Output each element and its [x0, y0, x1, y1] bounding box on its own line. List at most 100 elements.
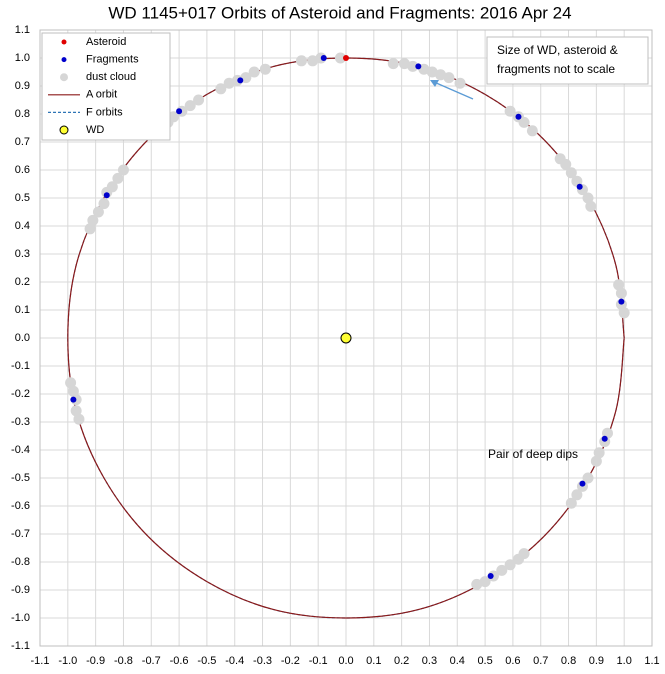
point [237, 77, 244, 84]
note-line: fragments not to scale [497, 62, 615, 76]
point [590, 455, 602, 467]
point [479, 576, 491, 588]
y-tick-label: 0.6 [15, 164, 30, 176]
y-tick-label: -0.2 [11, 388, 30, 400]
x-tick-label: -0.2 [281, 655, 300, 667]
point [512, 553, 524, 565]
point [67, 385, 79, 397]
plot-border [39, 29, 653, 647]
y-tick-label: 0.8 [15, 108, 30, 120]
point [340, 332, 352, 344]
y-tick-label: 0.9 [15, 80, 30, 92]
y-tick-label: 0.1 [15, 304, 30, 316]
point [554, 153, 566, 165]
point [496, 564, 508, 576]
point [65, 377, 77, 389]
point [259, 63, 271, 75]
x-tick-label: 1.0 [617, 655, 632, 667]
point [98, 198, 110, 210]
legend-swatch [59, 125, 69, 135]
point [565, 497, 577, 509]
x-tick-label: 0.8 [561, 655, 576, 667]
x-tick-label: 0.3 [422, 655, 437, 667]
point [320, 55, 327, 61]
annotation: Pair of deep dips [488, 447, 578, 461]
x-tick-label: 1.1 [644, 655, 659, 667]
point [87, 214, 99, 226]
x-tick-label: -0.9 [86, 655, 105, 667]
point [176, 108, 183, 115]
point [223, 77, 235, 89]
point [454, 77, 466, 89]
point [585, 200, 597, 212]
legend-label: Asteroid [86, 36, 126, 48]
x-tick-label: 0.5 [477, 655, 492, 667]
point [73, 413, 85, 425]
x-tick-label: 0.0 [338, 655, 353, 667]
legend-label: dust cloud [86, 71, 136, 83]
point [601, 435, 608, 442]
arrow [433, 81, 474, 100]
y-tick-label: -0.4 [11, 444, 30, 456]
point [571, 489, 583, 501]
point [618, 307, 630, 319]
point [184, 100, 196, 112]
point [443, 72, 455, 84]
legend [41, 32, 171, 141]
point [295, 55, 307, 67]
x-tick-label: 0.7 [533, 655, 548, 667]
x-tick-label: -0.5 [197, 655, 216, 667]
x-tick-label: 0.4 [450, 655, 465, 667]
point [343, 55, 349, 61]
x-tick-label: -1.0 [58, 655, 77, 667]
point [565, 167, 577, 179]
y-tick-label: 1.0 [15, 52, 30, 64]
point [215, 83, 227, 95]
point [618, 298, 625, 305]
point [471, 578, 483, 590]
y-tick-label: 1.1 [15, 24, 30, 36]
x-tick-label: 0.6 [505, 655, 520, 667]
y-tick-label: 0.4 [15, 220, 30, 232]
point [92, 206, 104, 218]
point [84, 223, 96, 235]
y-tick-label: -1.0 [11, 612, 30, 624]
y-tick-label: 0.7 [15, 136, 30, 148]
x-tick-label: -0.8 [114, 655, 133, 667]
y-tick-label: 0.2 [15, 276, 30, 288]
point [615, 287, 627, 299]
y-tick-label: -1.1 [11, 640, 30, 652]
point [70, 396, 77, 403]
y-tick-label: -0.8 [11, 556, 30, 568]
x-tick-label: -0.6 [170, 655, 189, 667]
point [117, 164, 129, 176]
x-tick-label: 0.2 [394, 655, 409, 667]
point [307, 55, 319, 67]
legend-label: WD [86, 124, 104, 136]
point [613, 279, 625, 291]
legend-items: Asteroid Fragments dust cloud A orbit F orbi… [48, 36, 139, 136]
point [576, 183, 583, 190]
x-tick-label: -1.1 [31, 655, 50, 667]
point [334, 52, 346, 64]
legend-swatch [60, 73, 68, 82]
point [70, 405, 82, 417]
chart-title: WD 1145+017 Orbits of Asteroid and Fragm… [108, 3, 571, 22]
y-tick-label: -0.1 [11, 360, 30, 372]
point [593, 447, 605, 459]
point [504, 559, 516, 571]
point [582, 192, 594, 204]
point [526, 125, 538, 137]
point [407, 60, 419, 72]
point [248, 66, 260, 78]
x-tick-label: 0.9 [589, 655, 604, 667]
x-tick-label: -0.4 [225, 655, 244, 667]
x-tick-label: -0.7 [142, 655, 161, 667]
point [193, 94, 205, 106]
point [426, 66, 438, 78]
point [435, 69, 447, 81]
y-tick-label: -0.7 [11, 528, 30, 540]
y-tick-label: -0.5 [11, 472, 30, 484]
point [487, 573, 494, 579]
